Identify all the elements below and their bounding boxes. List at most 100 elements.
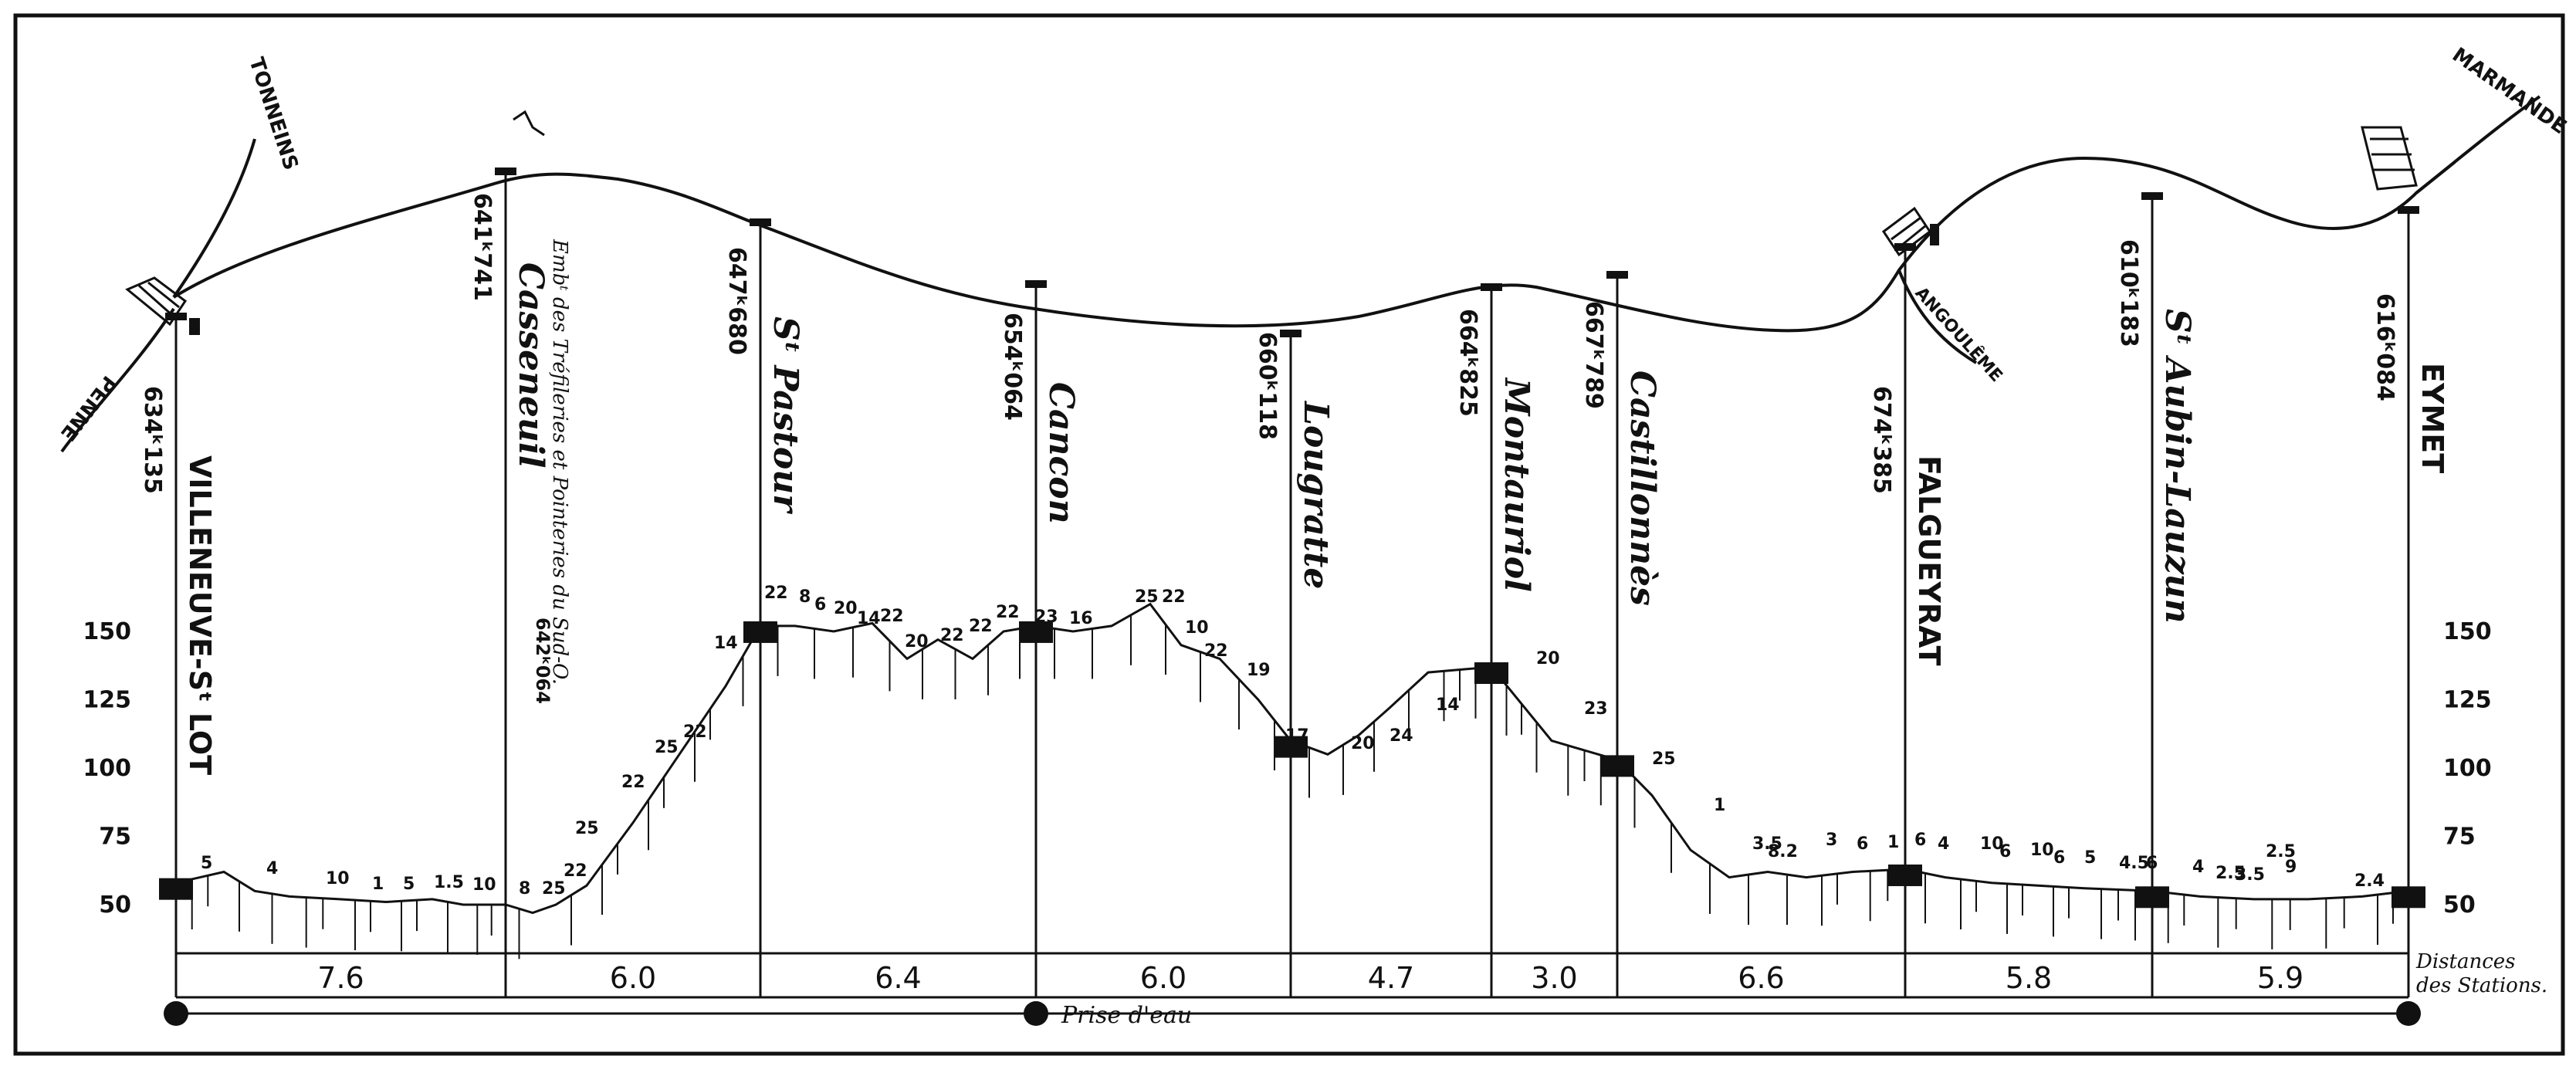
distance-value: 5.8	[2006, 961, 2052, 995]
station-name-cancon: Cancon	[1041, 382, 1081, 524]
branch-label-penne: PENNE	[56, 371, 120, 445]
branch-penne-line	[60, 307, 175, 453]
station-name-montauriol: Montauriol	[1497, 377, 1536, 592]
branch-label-angouleme: ANGOULÊME	[1911, 283, 2007, 386]
track-plan-route	[172, 156, 2456, 333]
gradient-label: 25	[1135, 587, 1159, 607]
gradient-label: 10	[326, 869, 350, 888]
gradient-label: 4	[1938, 834, 1949, 854]
gradient-label: 10	[1185, 618, 1209, 638]
station-platform-block	[1019, 621, 1053, 643]
gradient-label: 22	[969, 617, 993, 636]
gradient-label: 4.5	[2119, 854, 2149, 873]
gradient-label: 25	[1652, 750, 1676, 769]
gradient-label: 14	[714, 634, 738, 653]
station-platform-block	[1600, 755, 1634, 777]
gradient-label: 6	[1999, 842, 2011, 861]
distance-value: 5.9	[2257, 961, 2304, 995]
station-km-falgueyrat: 674ᵏ385	[1868, 386, 1895, 494]
gradient-label: 10	[1980, 834, 2004, 854]
gradient-label: 20	[1351, 734, 1375, 753]
distances-label-line2: des Stations.	[2416, 974, 2547, 997]
station-km-cancon: 654ᵏ064	[999, 313, 1026, 421]
station-name-st-aubin: Sᵗ Aubin-Lauzun	[2158, 309, 2197, 624]
gradient-label: 10	[2030, 841, 2054, 860]
gradient-label: 3.5	[2235, 865, 2265, 885]
station-platform-block	[1888, 864, 1922, 886]
altitude-scale-right: 150 125 100 75 50	[2443, 618, 2492, 919]
gradient-label: 6	[814, 595, 826, 614]
gradient-label: 6	[1857, 834, 1868, 854]
gradient-label: 25	[575, 819, 599, 838]
gradient-label: 8.2	[1768, 842, 1798, 861]
distances-label-line1: Distances	[2415, 950, 2516, 973]
station-marker-villeneuve	[165, 313, 187, 320]
gradient-label: 16	[1069, 609, 1093, 628]
station-lines	[165, 168, 2419, 997]
gradient-label: 22	[683, 723, 707, 742]
gradient-label: 6	[2053, 848, 2065, 868]
profile-tick-marks	[159, 614, 2425, 959]
station-label-cancon: Cancon 654ᵏ064	[999, 313, 1081, 524]
station-label-eymet: EYMET 616ᵏ084	[2371, 293, 2449, 473]
station-marker-cancon	[1025, 280, 1047, 288]
branch-label-marmande: MARMANDE	[2448, 43, 2571, 139]
gradient-label: 19	[1247, 661, 1271, 680]
elevation-profile-line	[175, 602, 2409, 915]
junction-falgueyrat-symbol	[1881, 206, 1939, 257]
gradient-label: 10	[472, 875, 496, 895]
station-label-castillonnes: Castillonnès 667ᵏ789	[1580, 301, 1662, 606]
station-km-lougratte: 660ᵏ118	[1254, 332, 1281, 440]
station-name-casseneuil: Casseneuil	[511, 262, 550, 468]
distance-value: 4.7	[1368, 961, 1414, 995]
altitude-tick-left-100: 100	[83, 755, 131, 782]
altitude-tick-right-150: 150	[2443, 618, 2492, 645]
gradient-label: 22	[940, 626, 964, 645]
station-platform-block	[2392, 886, 2425, 909]
station-marker-lougratte	[1280, 330, 1302, 337]
gradient-label: 23	[1584, 699, 1608, 719]
gradient-label: 5	[2084, 848, 2096, 868]
station-note-km-casseneuil: 642ᵏ064	[532, 618, 553, 704]
gradient-label: 3.5	[1752, 834, 1782, 854]
stop-sign-casseneuil-symbol	[513, 110, 545, 137]
station-name-eymet: EYMET	[2415, 363, 2449, 473]
altitude-tick-left-75: 75	[99, 824, 131, 851]
station-platform-block	[743, 621, 777, 643]
station-label-villeneuve: VILLENEUVE-Sᵗ LOT 634ᵏ135	[139, 386, 217, 775]
distance-value: 3.0	[1531, 961, 1577, 995]
gradient-label: 22	[564, 861, 587, 881]
station-km-montauriol: 664ᵏ825	[1454, 309, 1481, 417]
station-marker-st-aubin	[2141, 192, 2163, 200]
gradient-label: 1	[372, 875, 384, 894]
station-platform-block	[159, 878, 193, 900]
altitude-tick-right-75: 75	[2443, 824, 2476, 851]
junction-villeneuve-symbol	[125, 276, 200, 335]
gradient-label: 22	[996, 603, 1020, 622]
station-km-st-pastour: 647ᵏ680	[723, 247, 750, 355]
gradient-label: 5	[403, 875, 415, 894]
gradient-label: 22	[1162, 587, 1186, 607]
branch-tonneins-line	[172, 138, 256, 299]
altitude-tick-right-100: 100	[2443, 755, 2492, 782]
station-name-villeneuve: VILLENEUVE-Sᵗ LOT	[183, 455, 217, 775]
gradient-label: 14	[1436, 695, 1460, 715]
station-name-castillonnes: Castillonnès	[1623, 371, 1662, 606]
station-platform-block	[2135, 886, 2169, 909]
gradient-label: 20	[905, 632, 929, 651]
branch-label-tonneins: TONNEINS	[244, 55, 302, 173]
station-label-lougratte: Lougratte 660ᵏ118	[1254, 332, 1335, 589]
station-marker-eymet	[2398, 206, 2419, 214]
station-label-casseneuil: Casseneuil 641ᵏ741 Embᵗ des Tréfileries et…	[469, 193, 571, 704]
station-label-falgueyrat: FALGUEYRAT 674ᵏ385	[1868, 386, 1946, 665]
station-name-st-pastour: Sᵗ Pastour	[766, 316, 805, 514]
altitude-tick-right-125: 125	[2443, 687, 2492, 714]
gradient-label: 22	[880, 607, 904, 626]
gradient-label: 20	[834, 599, 858, 618]
gradient-label: 2.5	[2215, 864, 2246, 883]
distance-value: 6.4	[875, 961, 921, 995]
gradient-label: 22	[1204, 641, 1228, 661]
gradient-label: 4	[2192, 858, 2204, 877]
distance-value: 6.0	[1140, 961, 1186, 995]
